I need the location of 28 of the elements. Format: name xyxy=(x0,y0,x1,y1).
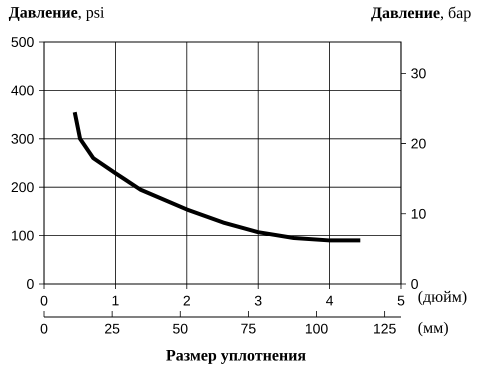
x2-tick-label: 125 xyxy=(374,324,396,334)
x-tick-label: 5 xyxy=(398,296,404,306)
x2-tick-label: 25 xyxy=(105,324,120,334)
line-series xyxy=(72,110,362,242)
y2-tick-label: 10 xyxy=(412,208,426,219)
x-tick-label: 3 xyxy=(254,296,262,306)
x-tick-label: 4 xyxy=(326,296,334,306)
x-axis-title: (дюйм) xyxy=(418,290,466,306)
x2-tick-label: 50 xyxy=(173,324,188,334)
y-tick-label: 200 xyxy=(12,182,34,192)
text: Размер уплотнения xyxy=(166,350,306,364)
y-tick-label: 300 xyxy=(11,134,34,144)
y-tick-label: 500 xyxy=(12,37,34,47)
x2-tick-label: 100 xyxy=(306,324,328,334)
y2-tick-label: 30 xyxy=(411,68,426,78)
y-axis-title: Давление, psi xyxy=(8,6,104,21)
y-tick-label: 100 xyxy=(12,230,34,241)
y2-tick-label: 0 xyxy=(411,279,418,289)
y-tick-label: 0 xyxy=(27,279,34,289)
y-tick-label: 400 xyxy=(11,85,34,96)
y2-tick-label: 20 xyxy=(411,138,426,149)
x-tick-label: 1 xyxy=(112,296,119,306)
x-tick-label: 2 xyxy=(184,296,190,306)
y2-axis-title: Давление, бар xyxy=(371,6,471,22)
x-tick-label: 0 xyxy=(40,296,48,306)
x2-tick-label: 75 xyxy=(241,324,256,334)
x2-axis-title: (мм) xyxy=(418,322,448,336)
x2-tick-label: 0 xyxy=(40,324,48,334)
